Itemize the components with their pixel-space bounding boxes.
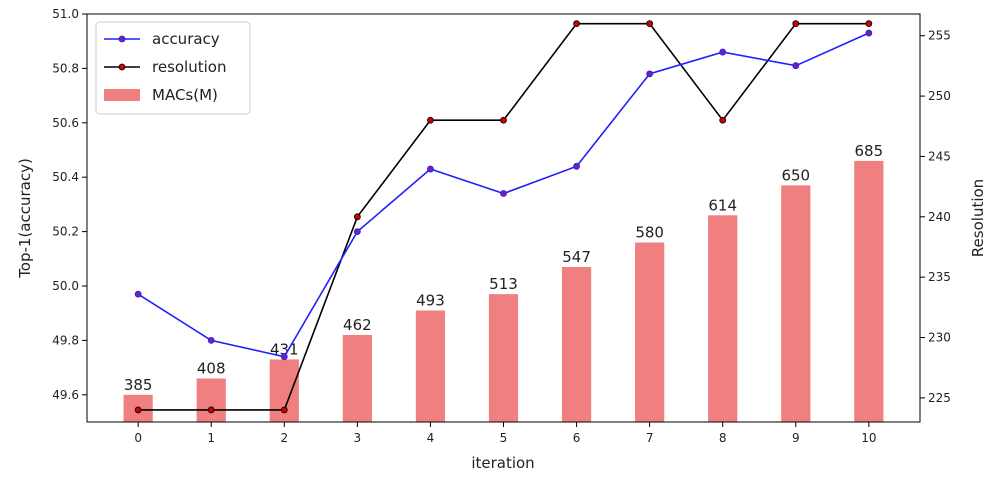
legend-marker-0 bbox=[118, 35, 126, 43]
y-left-tick-label-0: 49.6 bbox=[52, 388, 79, 402]
accuracy-point-6 bbox=[573, 162, 580, 170]
bar-8 bbox=[708, 215, 738, 422]
x-tick-label-3: 3 bbox=[354, 431, 362, 445]
legend-label-2: MACs(M) bbox=[152, 86, 218, 104]
y-right-tick-label-6: 255 bbox=[928, 29, 951, 43]
accuracy-point-5 bbox=[500, 190, 507, 197]
resolution-point-10 bbox=[865, 20, 873, 28]
accuracy-point-3 bbox=[353, 228, 361, 236]
x-axis-label: iteration bbox=[471, 454, 534, 472]
resolution-point-7 bbox=[646, 20, 654, 28]
y-left-tick-label-2: 50.0 bbox=[52, 279, 79, 293]
y-right-tick-label-0: 225 bbox=[928, 391, 951, 405]
lines-group bbox=[134, 20, 873, 414]
bar-6 bbox=[561, 266, 592, 422]
x-tick-label-1: 1 bbox=[207, 431, 215, 445]
bar-label-4: 493 bbox=[416, 291, 445, 309]
accuracy-point-7 bbox=[646, 70, 654, 78]
accuracy-point-10 bbox=[865, 29, 873, 37]
y-left-tick-label-7: 51.0 bbox=[52, 7, 79, 21]
y-right-tick-label-5: 250 bbox=[928, 89, 951, 103]
bar-label-1: 408 bbox=[197, 359, 226, 377]
bar-10 bbox=[854, 160, 884, 422]
resolution-point-8 bbox=[719, 116, 727, 124]
bars-group bbox=[123, 160, 884, 422]
legend-swatch-2 bbox=[104, 89, 140, 101]
y-left-tick-label-1: 49.8 bbox=[52, 333, 79, 347]
y-right-tick-label-4: 245 bbox=[928, 149, 951, 163]
bar-3 bbox=[342, 334, 372, 422]
bar-7 bbox=[635, 242, 665, 422]
bar-9 bbox=[781, 185, 811, 422]
legend: accuracy resolution MACs(M) bbox=[95, 21, 251, 115]
bar-4 bbox=[415, 310, 446, 422]
x-tick-label-7: 7 bbox=[646, 431, 654, 445]
accuracy-point-1 bbox=[207, 336, 215, 344]
legend-marker-1 bbox=[118, 63, 126, 71]
resolution-point-0 bbox=[134, 406, 142, 414]
y-right-tick-label-2: 235 bbox=[928, 270, 951, 284]
bar-label-8: 614 bbox=[708, 196, 737, 214]
accuracy-point-0 bbox=[134, 290, 142, 298]
bar-label-9: 650 bbox=[781, 166, 810, 184]
legend-label-1: resolution bbox=[152, 58, 226, 76]
bar-label-3: 462 bbox=[343, 316, 372, 334]
resolution-point-4 bbox=[427, 116, 434, 124]
y-left-tick-label-5: 50.6 bbox=[52, 116, 79, 130]
y-left-tick-label-3: 50.2 bbox=[52, 225, 79, 239]
accuracy-point-4 bbox=[427, 165, 434, 173]
y-left-axis-label: Top-1(accuracy) bbox=[16, 158, 34, 279]
accuracy-point-8 bbox=[719, 48, 727, 56]
bar-label-0: 385 bbox=[124, 376, 153, 394]
resolution-point-5 bbox=[500, 116, 507, 124]
bar-label-6: 547 bbox=[562, 248, 591, 266]
y-left-axis: 49.6 49.8 50.0 50.2 50.4 50.6 50.8 51.0 bbox=[52, 7, 87, 402]
y-right-axis-label: Resolution bbox=[969, 179, 987, 257]
resolution-point-9 bbox=[792, 20, 800, 28]
x-tick-label-0: 0 bbox=[134, 431, 142, 445]
x-tick-label-5: 5 bbox=[500, 431, 508, 445]
x-tick-label-8: 8 bbox=[719, 431, 727, 445]
bar-1 bbox=[196, 378, 226, 422]
resolution-point-3 bbox=[353, 213, 361, 221]
y-left-tick-label-6: 50.8 bbox=[52, 61, 79, 75]
x-tick-label-10: 10 bbox=[861, 431, 876, 445]
x-tick-label-9: 9 bbox=[792, 431, 800, 445]
x-axis: 0 1 2 3 4 5 6 7 8 9 10 bbox=[134, 422, 876, 445]
x-tick-label-4: 4 bbox=[427, 431, 435, 445]
resolution-point-1 bbox=[207, 406, 215, 414]
bar-label-7: 580 bbox=[635, 223, 664, 241]
y-right-tick-label-3: 240 bbox=[928, 210, 951, 224]
y-left-tick-label-4: 50.4 bbox=[52, 170, 79, 184]
bar-label-10: 685 bbox=[855, 142, 884, 160]
y-right-axis: 225 230 235 240 245 250 255 bbox=[920, 29, 951, 405]
accuracy-point-9 bbox=[792, 62, 800, 70]
y-right-tick-label-1: 230 bbox=[928, 331, 951, 345]
bar-label-5: 513 bbox=[489, 275, 518, 293]
accuracy-point-2 bbox=[280, 353, 288, 361]
legend-label-0: accuracy bbox=[152, 30, 220, 48]
resolution-point-2 bbox=[280, 406, 288, 414]
x-tick-label-2: 2 bbox=[280, 431, 288, 445]
resolution-point-6 bbox=[573, 20, 580, 28]
bar-5 bbox=[488, 294, 519, 422]
x-tick-label-6: 6 bbox=[573, 431, 581, 445]
